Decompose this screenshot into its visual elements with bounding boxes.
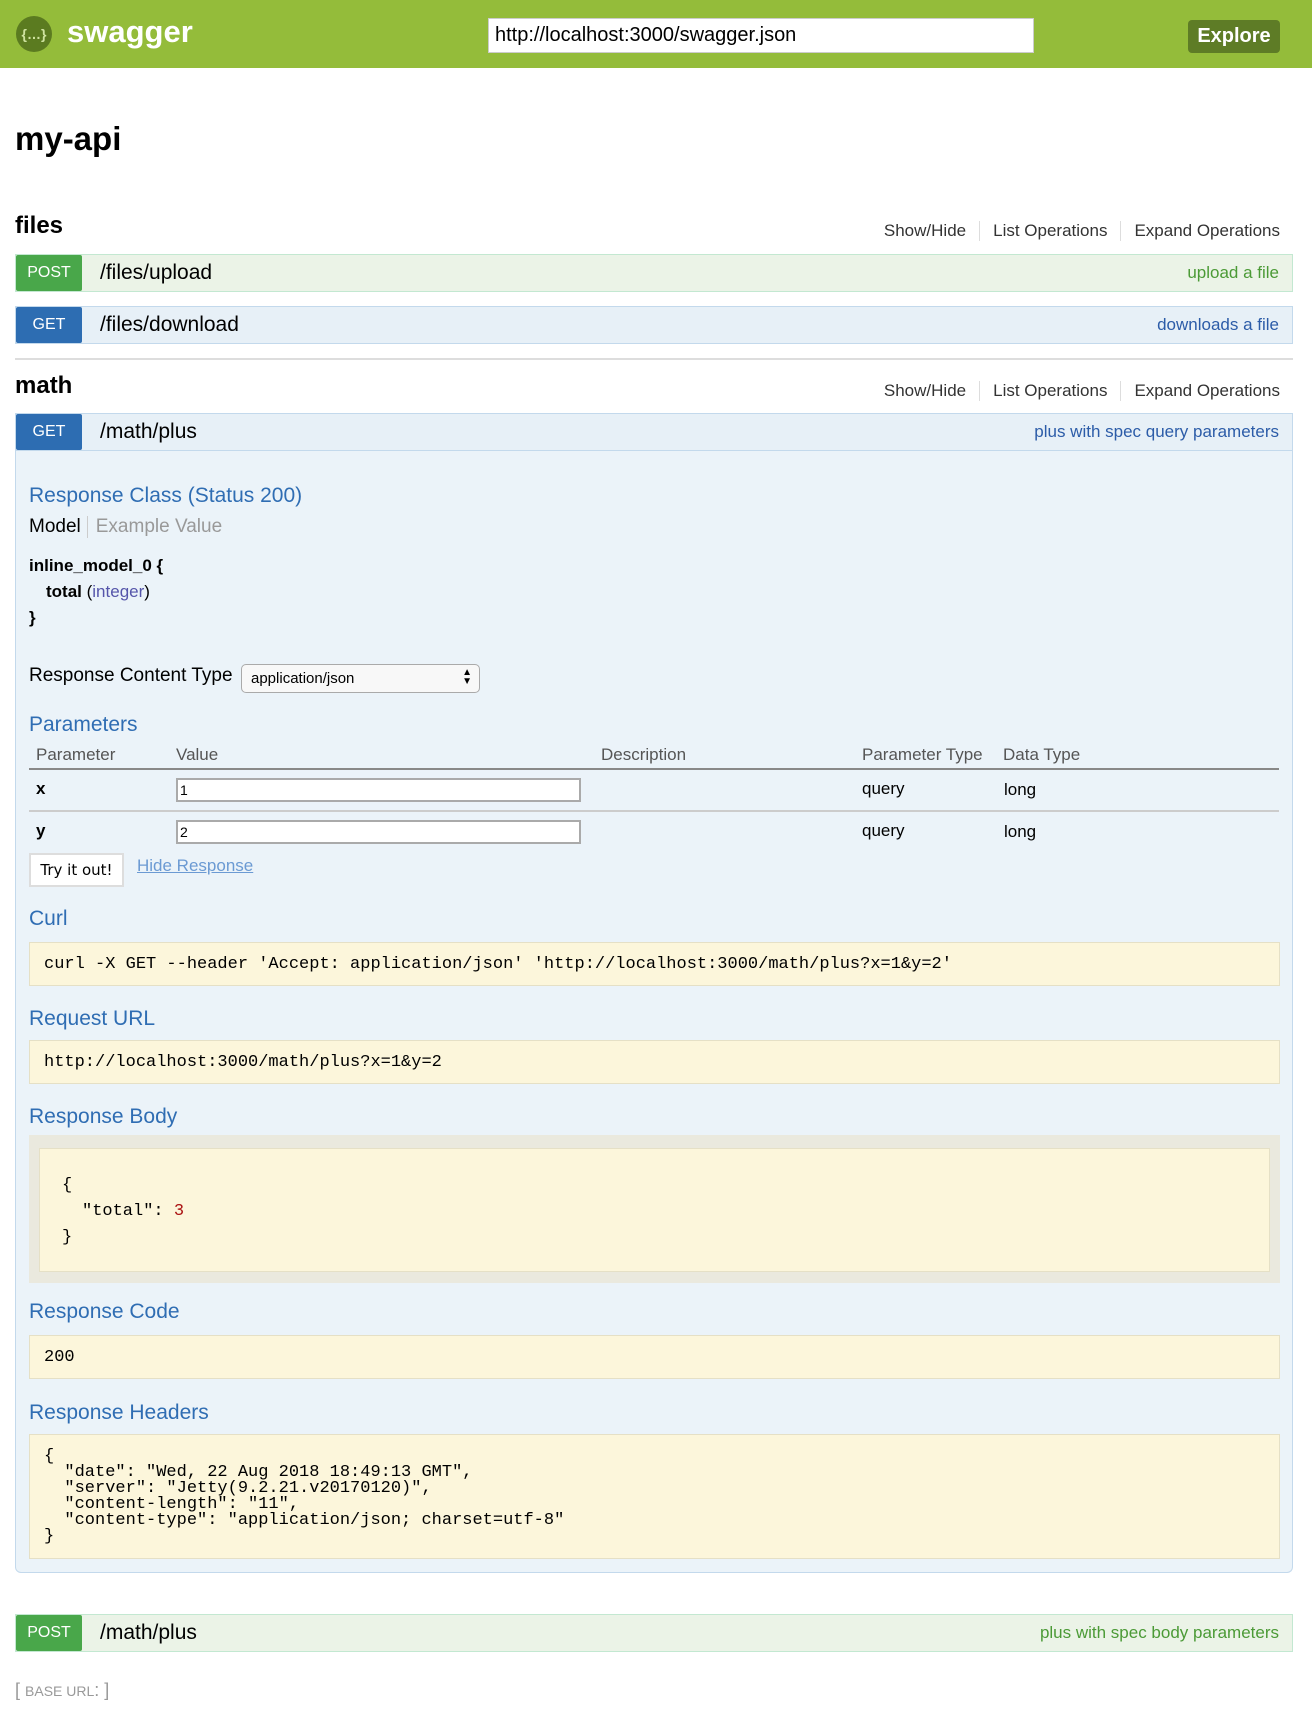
content-type-label: Response Content Type bbox=[29, 665, 233, 686]
model-close: } bbox=[29, 608, 36, 627]
param-type: query bbox=[862, 779, 905, 798]
request-url-title: Request URL bbox=[29, 1007, 156, 1030]
operation-summary[interactable]: plus with spec body parameters bbox=[1039, 1623, 1279, 1642]
col-description: Description bbox=[601, 745, 687, 764]
try-it-out-button[interactable]: Try it out! bbox=[29, 853, 124, 887]
section-links-math: Show/Hide List Operations Expand Operati… bbox=[871, 381, 1280, 401]
expand-operations-link[interactable]: Expand Operations bbox=[1134, 381, 1280, 400]
param-name: x bbox=[36, 779, 46, 798]
response-headers-box: { "date": "Wed, 22 Aug 2018 18:49:13 GMT… bbox=[29, 1434, 1280, 1559]
select-arrows-icon: ▲ ▼ bbox=[462, 667, 472, 687]
operation-post-files-upload[interactable]: POST /files/upload upload a file bbox=[15, 254, 1293, 292]
operation-post-math-plus[interactable]: POST /math/plus plus with spec body para… bbox=[15, 1614, 1293, 1652]
parameters-title: Parameters bbox=[29, 713, 138, 736]
top-bar: {…} swagger Explore bbox=[0, 0, 1312, 68]
data-type: long bbox=[1004, 780, 1037, 799]
bracket-close: ] bbox=[104, 1680, 110, 1700]
method-badge: GET bbox=[16, 414, 82, 450]
param-name: y bbox=[36, 821, 46, 840]
param-x-input[interactable] bbox=[176, 778, 581, 802]
operation-summary[interactable]: upload a file bbox=[1187, 263, 1279, 282]
operation-get-math-plus[interactable]: GET /math/plus plus with spec query para… bbox=[15, 413, 1293, 451]
example-value-tab[interactable]: Example Value bbox=[95, 516, 223, 537]
request-url-box: http://localhost:3000/math/plus?x=1&y=2 bbox=[29, 1040, 1280, 1084]
response-code-title: Response Code bbox=[29, 1300, 180, 1323]
response-body-title: Response Body bbox=[29, 1105, 178, 1128]
base-url: [ BASE URL: ] bbox=[15, 1680, 109, 1701]
content-type-select[interactable]: application/json ▲ ▼ bbox=[241, 664, 480, 693]
api-title: my-api bbox=[15, 120, 122, 157]
base-url-colon: : bbox=[94, 1680, 105, 1700]
operation-summary[interactable]: plus with spec query parameters bbox=[1034, 422, 1279, 441]
model-tabs: Model Example Value bbox=[29, 516, 222, 538]
header-line: "content-length": "11", bbox=[44, 1495, 300, 1514]
operation-path[interactable]: /files/upload bbox=[100, 261, 213, 284]
header-line: "date": "Wed, 22 Aug 2018 18:49:13 GMT", bbox=[44, 1463, 473, 1482]
field-name: total bbox=[46, 582, 82, 601]
json-key: "total": bbox=[82, 1202, 174, 1221]
header-line: "content-type": "application/json; chars… bbox=[44, 1511, 565, 1530]
operation-get-files-download[interactable]: GET /files/download downloads a file bbox=[15, 306, 1293, 344]
section-links-files: Show/Hide List Operations Expand Operati… bbox=[871, 221, 1280, 241]
curl-title: Curl bbox=[29, 907, 68, 930]
param-type: query bbox=[862, 821, 905, 840]
selected-value: application/json bbox=[251, 670, 355, 687]
base-url-label: BASE URL bbox=[25, 1683, 95, 1699]
method-badge: GET bbox=[16, 307, 82, 343]
hide-response-link[interactable]: Hide Response bbox=[137, 856, 254, 875]
col-data-type: Data Type bbox=[1003, 745, 1081, 764]
list-operations-link[interactable]: List Operations bbox=[980, 381, 1122, 401]
json-open: { bbox=[62, 1176, 73, 1195]
expand-operations-link[interactable]: Expand Operations bbox=[1134, 221, 1280, 240]
row-divider bbox=[29, 810, 1279, 812]
explore-button[interactable]: Explore bbox=[1188, 20, 1280, 53]
model-field: total (integer) bbox=[46, 582, 150, 601]
field-type: integer bbox=[92, 582, 145, 601]
header-line: "server": "Jetty(9.2.21.v20170120)", bbox=[44, 1479, 432, 1498]
brand-name: swagger bbox=[67, 14, 193, 49]
header-line: } bbox=[44, 1527, 55, 1546]
method-badge: POST bbox=[16, 1615, 82, 1651]
show-hide-link[interactable]: Show/Hide bbox=[871, 221, 981, 241]
response-body-box: { "total": 3 } bbox=[39, 1148, 1270, 1272]
col-parameter-type: Parameter Type bbox=[862, 745, 983, 764]
operation-path[interactable]: /math/plus bbox=[100, 420, 197, 443]
response-class-title: Response Class (Status 200) bbox=[29, 484, 303, 507]
spec-url-input[interactable] bbox=[488, 18, 1034, 53]
table-header-line bbox=[29, 768, 1279, 770]
section-divider bbox=[15, 358, 1293, 360]
operation-path[interactable]: /math/plus bbox=[100, 1621, 197, 1644]
model-name: inline_model_0 { bbox=[29, 556, 164, 575]
operation-path[interactable]: /files/download bbox=[100, 313, 239, 336]
list-operations-link[interactable]: List Operations bbox=[980, 221, 1122, 241]
response-code-box: 200 bbox=[29, 1335, 1280, 1379]
col-parameter: Parameter bbox=[36, 745, 116, 764]
operation-summary[interactable]: downloads a file bbox=[1157, 315, 1279, 334]
col-value: Value bbox=[176, 745, 219, 764]
section-title-math: math bbox=[15, 372, 73, 399]
operation-details-panel bbox=[15, 451, 1293, 1573]
param-y-input[interactable] bbox=[176, 820, 581, 844]
curl-box: curl -X GET --header 'Accept: applicatio… bbox=[29, 942, 1280, 986]
response-headers-title: Response Headers bbox=[29, 1401, 209, 1424]
model-tab[interactable]: Model bbox=[29, 516, 88, 538]
method-badge: POST bbox=[16, 255, 82, 291]
json-value: 3 bbox=[173, 1202, 185, 1221]
section-title-files: files bbox=[15, 212, 64, 239]
swagger-logo-icon: {…} bbox=[16, 16, 52, 52]
header-line: { bbox=[44, 1447, 55, 1466]
show-hide-link[interactable]: Show/Hide bbox=[871, 381, 981, 401]
json-line: "total": 3 bbox=[62, 1199, 1247, 1225]
bracket-open: [ bbox=[15, 1680, 26, 1700]
data-type: long bbox=[1004, 822, 1037, 841]
json-close: } bbox=[62, 1228, 73, 1247]
